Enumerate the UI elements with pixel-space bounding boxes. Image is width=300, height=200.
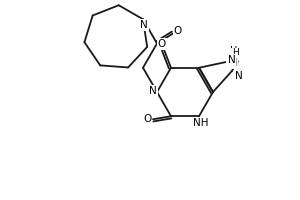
Text: O: O [174, 26, 182, 36]
Text: NH: NH [193, 118, 209, 128]
Text: O: O [143, 114, 151, 124]
Text: N: N [235, 71, 243, 81]
Text: N: N [149, 86, 157, 96]
Text: H
N: H N [230, 46, 237, 68]
Text: N: N [227, 55, 235, 65]
Text: H: H [232, 48, 239, 57]
Text: O: O [158, 39, 166, 49]
Text: N: N [140, 20, 148, 30]
